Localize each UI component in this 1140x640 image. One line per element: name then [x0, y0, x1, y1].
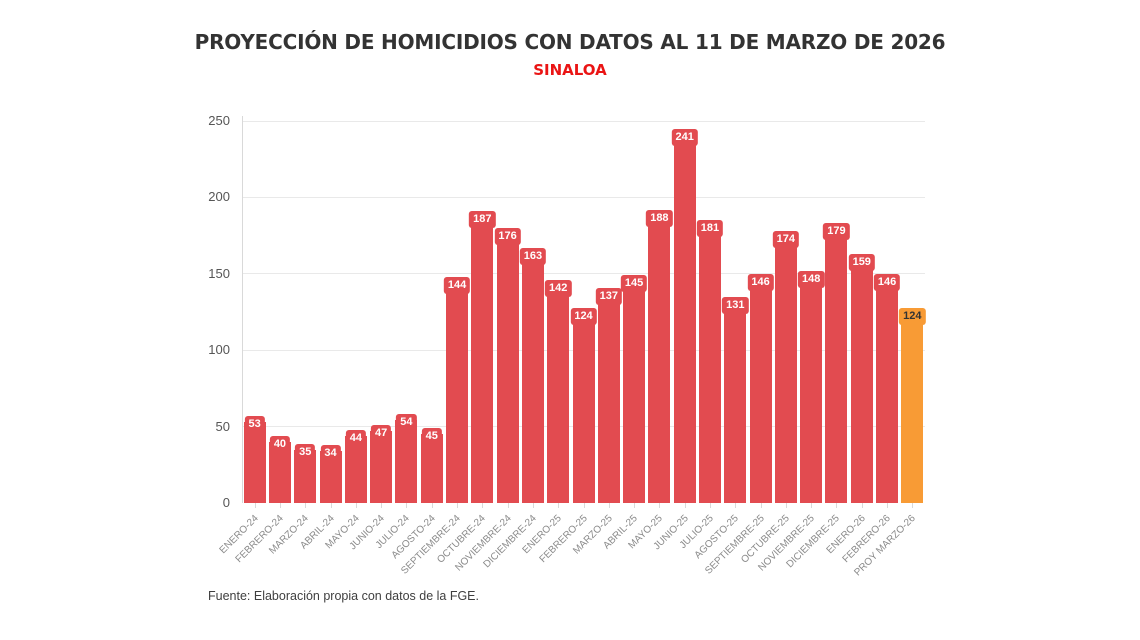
bar [673, 134, 696, 503]
y-axis-label: 50 [215, 418, 230, 434]
bar [800, 276, 823, 503]
y-axis-line [242, 116, 243, 503]
bar [774, 237, 797, 503]
x-tick [507, 503, 509, 508]
bar [395, 420, 418, 503]
gridline [242, 120, 925, 122]
bar [876, 279, 899, 503]
bar-value-label: 124 [899, 307, 926, 325]
y-axis-label: 100 [208, 342, 230, 358]
bar-value-label: 187 [469, 211, 496, 229]
bar [243, 422, 266, 503]
x-tick [406, 503, 408, 508]
bar-value-label: 163 [519, 247, 547, 265]
bar-value-label: 179 [823, 223, 850, 241]
bar-value-label: 181 [696, 220, 724, 238]
bar-value-label: 131 [722, 296, 749, 314]
bar [724, 302, 747, 503]
bar [521, 253, 544, 503]
bar-value-label: 146 [873, 273, 901, 291]
x-tick [254, 503, 256, 508]
bar [749, 279, 772, 503]
bar [648, 215, 671, 503]
source-note: Fuente: Elaboración propia con datos de … [208, 589, 479, 603]
x-tick [431, 503, 433, 508]
x-tick [482, 503, 484, 508]
gridline [242, 273, 925, 275]
x-tick [709, 503, 711, 508]
x-tick [381, 503, 383, 508]
x-tick [887, 503, 889, 508]
bar-value-label: 137 [595, 287, 622, 305]
bar-value-label: 45 [421, 428, 442, 446]
bar [597, 293, 620, 503]
bar [471, 217, 494, 503]
x-tick [760, 503, 762, 508]
bar-value-label: 146 [747, 273, 774, 291]
bar-value-label: 34 [320, 445, 341, 463]
bar [294, 449, 317, 503]
chart-subtitle: SINALOA [533, 61, 607, 79]
bar [446, 282, 469, 503]
bar [496, 234, 519, 503]
x-tick [634, 503, 636, 508]
bar-value-label: 144 [443, 276, 471, 294]
x-tick [558, 503, 560, 508]
x-tick [659, 503, 661, 508]
x-tick [279, 503, 281, 508]
x-tick [785, 503, 787, 508]
bar [268, 441, 291, 503]
bar-value-label: 142 [545, 280, 572, 298]
y-axis-label: 150 [208, 265, 230, 281]
x-tick [305, 503, 307, 508]
bar-value-label: 40 [269, 435, 291, 453]
bar-value-label: 176 [494, 228, 521, 246]
bar [825, 229, 848, 503]
bar-value-label: 145 [620, 275, 648, 293]
bar-value-label: 35 [295, 443, 316, 461]
gridline [242, 196, 925, 198]
x-tick [735, 503, 737, 508]
bar [901, 313, 924, 503]
bar [572, 313, 595, 503]
x-tick [457, 503, 459, 508]
x-tick [836, 503, 838, 508]
bar [344, 435, 367, 503]
bar [547, 286, 570, 503]
x-tick [583, 503, 585, 508]
x-tick [330, 503, 332, 508]
x-tick [532, 503, 534, 508]
y-axis-label: 0 [222, 495, 230, 510]
bar-value-label: 174 [772, 231, 800, 249]
bar-value-label: 124 [570, 307, 597, 325]
bar-value-label: 54 [396, 414, 417, 432]
bar-value-label: 159 [848, 254, 875, 272]
bar-value-label: 44 [345, 429, 366, 447]
bar [850, 260, 873, 503]
y-axis-label: 200 [208, 189, 230, 205]
x-tick [811, 503, 813, 508]
x-tick [861, 503, 863, 508]
bar-value-label: 148 [797, 270, 825, 288]
bar-value-label: 241 [671, 128, 698, 146]
x-tick [684, 503, 686, 508]
x-tick [608, 503, 610, 508]
x-tick [912, 503, 914, 508]
bar [420, 434, 443, 503]
bar [370, 431, 393, 503]
bar-value-label: 53 [244, 416, 265, 434]
bar [623, 281, 646, 503]
bar [698, 226, 721, 503]
bar-value-label: 47 [371, 425, 392, 443]
bar [319, 451, 342, 503]
y-axis-label: 250 [208, 113, 230, 128]
bar-value-label: 188 [646, 209, 673, 227]
chart-title: PROYECCIÓN DE HOMICIDIOS CON DATOS AL 11… [194, 30, 946, 54]
x-tick [355, 503, 357, 508]
